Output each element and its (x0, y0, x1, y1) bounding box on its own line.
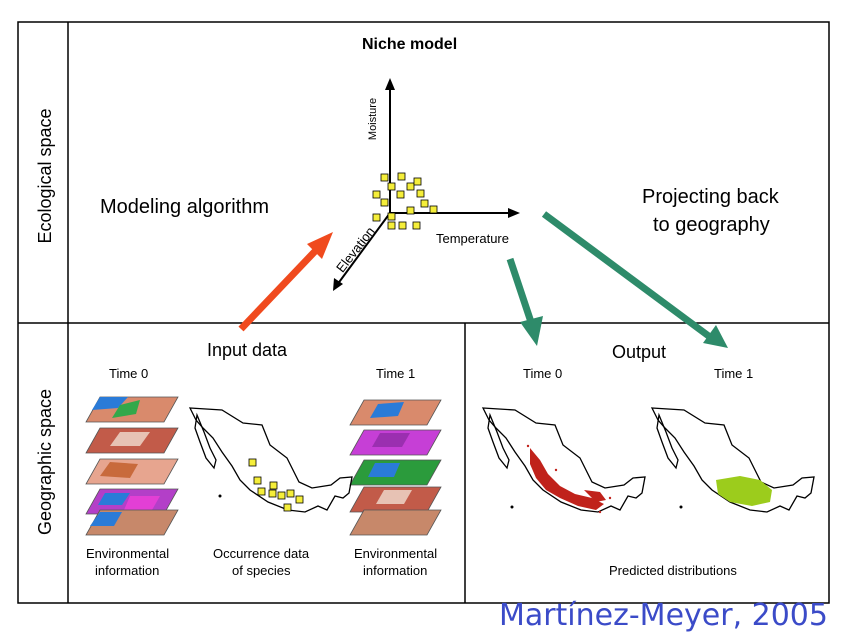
output-map-time0 (481, 407, 646, 513)
projection-arrow-time1 (541, 211, 728, 348)
output-title: Output (612, 342, 667, 362)
projecting-back-label-line2: to geography (653, 214, 770, 236)
elevation-arrowhead (333, 278, 343, 291)
occurrence-map (188, 407, 353, 513)
occurrence-data-line1: Occurrence data (213, 546, 310, 561)
modeling-algorithm-label: Modeling algorithm (100, 196, 269, 218)
env-info-left-line1: Environmental (86, 546, 170, 561)
niche-axes (333, 78, 520, 291)
env-info-right-line1: Environmental (354, 546, 438, 561)
env-info-left-line2: information (95, 563, 160, 578)
modeling-arrow (238, 232, 333, 332)
input-time1-label: Time 1 (376, 366, 416, 381)
occurrence-points (248, 458, 304, 512)
projecting-back-label-line1: Projecting back (642, 186, 779, 208)
citation: Martínez-Meyer, 2005 (498, 598, 828, 633)
moisture-axis-label: Moisture (367, 97, 379, 141)
env-layers-time1 (349, 399, 442, 536)
outer-frame (17, 21, 830, 604)
prediction-time1 (716, 476, 772, 506)
input-time0-label: Time 0 (109, 366, 149, 381)
input-data-title: Input data (207, 340, 288, 360)
moisture-arrowhead (385, 78, 395, 90)
niche-points (372, 172, 438, 230)
output-time1-label: Time 1 (714, 366, 754, 381)
output-time0-label: Time 0 (523, 366, 563, 381)
occurrence-data-line2: of species (232, 563, 291, 578)
temperature-axis-label: Temperature (436, 231, 509, 246)
env-layers-time0 (85, 396, 179, 536)
niche-model-title: Niche model (362, 36, 458, 53)
projection-arrow-time0 (506, 257, 543, 346)
output-map-time1 (650, 407, 815, 513)
prediction-time0 (526, 444, 612, 514)
env-info-right-line2: information (363, 563, 428, 578)
elevation-axis (336, 212, 391, 286)
temperature-arrowhead (508, 208, 520, 218)
predicted-distributions-caption: Predicted distributions (609, 563, 737, 578)
ecological-space-label: Ecological space (35, 108, 55, 244)
geographic-space-label: Geographic space (35, 388, 55, 536)
